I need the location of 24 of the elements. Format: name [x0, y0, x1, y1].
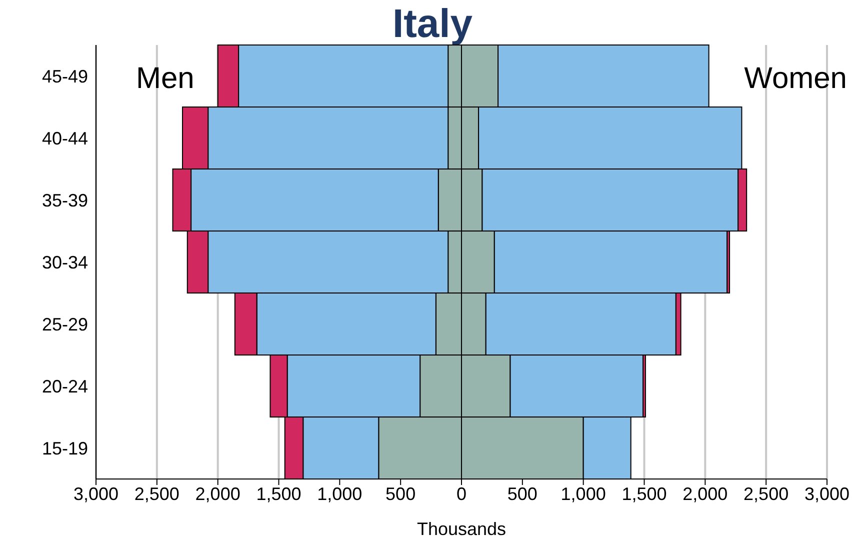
x-tick-label: 1,000: [317, 484, 362, 504]
x-axis-title: Thousands: [416, 519, 506, 539]
y-tick-label: 20-24: [42, 376, 88, 396]
y-tick-label: 25-29: [42, 314, 88, 334]
x-tick-label: 2,500: [134, 484, 180, 504]
y-tick-label: 30-34: [42, 252, 88, 272]
y-tick-label: 15-19: [42, 438, 88, 458]
x-tick-label: 3,000: [73, 484, 119, 504]
y-tick-label: 45-49: [42, 66, 88, 86]
x-tick-label: 2,000: [195, 484, 240, 504]
x-tick-label: 500: [507, 484, 538, 504]
y-tick-label: 40-44: [42, 128, 88, 148]
x-tick-label: 0: [456, 484, 467, 504]
chart-title: Italy: [391, 2, 474, 47]
x-tick-label: 1,000: [560, 484, 606, 504]
annotation: Women: [744, 62, 847, 96]
x-tick-label: 500: [386, 484, 416, 504]
y-tick-label: 35-39: [42, 190, 88, 210]
annotation: Men: [136, 62, 194, 96]
x-tick-label: 2,500: [744, 484, 789, 504]
x-tick-label: 1,500: [622, 484, 667, 504]
x-tick-label: 3,000: [804, 484, 850, 504]
x-tick-label: 1,500: [256, 484, 302, 504]
x-tick-label: 2,000: [682, 484, 728, 504]
